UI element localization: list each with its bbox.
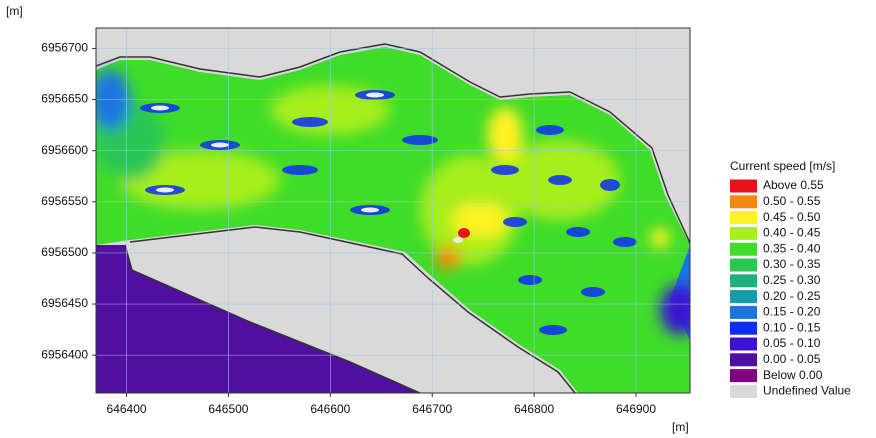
pile [539, 325, 567, 335]
legend-swatch [730, 179, 757, 193]
pile [536, 125, 564, 135]
patch [660, 285, 690, 335]
legend-swatch [730, 290, 757, 304]
y-tick-label: 6956400 [41, 347, 88, 361]
legend-swatch [730, 195, 757, 209]
pile-core [156, 187, 174, 193]
y-tick-label: 6956700 [41, 41, 88, 55]
pile [566, 227, 590, 237]
patch [458, 228, 470, 238]
legend-label: 0.05 - 0.10 [763, 336, 821, 350]
legend-label: 0.15 - 0.20 [763, 305, 821, 319]
legend-swatch [730, 321, 757, 335]
legend-swatch [730, 226, 757, 240]
legend-swatch [730, 242, 757, 256]
patch [96, 70, 130, 130]
y-tick-label: 6956500 [41, 245, 88, 259]
legend-swatch [730, 369, 757, 383]
x-tick-label: 646800 [514, 402, 554, 416]
legend-swatch [730, 337, 757, 351]
patch [650, 228, 670, 248]
legend-swatch [730, 274, 757, 288]
legend-label: 0.50 - 0.55 [763, 194, 821, 208]
pile [581, 287, 605, 297]
patch [120, 150, 280, 210]
pile [402, 135, 438, 145]
y-axis-label: [m] [6, 4, 23, 18]
legend-swatch [730, 384, 757, 398]
patch [436, 246, 460, 270]
pile [282, 165, 318, 175]
y-tick-label: 6956450 [41, 296, 88, 310]
x-axis-label: [m] [672, 420, 689, 434]
legend-label: 0.00 - 0.05 [763, 352, 821, 366]
pile-core [453, 237, 463, 243]
pile-core [366, 92, 384, 98]
legend-label: 0.10 - 0.15 [763, 320, 821, 334]
legend-label: Undefined Value [763, 384, 851, 398]
shore-line [96, 43, 690, 244]
y-tick-label: 6956600 [41, 143, 88, 157]
pile [292, 117, 328, 127]
shore-line [124, 244, 421, 393]
x-tick-label: 646600 [310, 402, 350, 416]
plot-frame [95, 27, 691, 394]
shore-line [129, 226, 576, 393]
x-tick-label: 646900 [616, 402, 656, 416]
pile [518, 275, 542, 285]
pile-core [151, 105, 169, 111]
x-tick-label: 646400 [107, 402, 147, 416]
legend-swatch [730, 353, 757, 367]
legend-label: 0.35 - 0.40 [763, 241, 821, 255]
y-tick-label: 6956650 [41, 92, 88, 106]
patch [487, 107, 523, 163]
pile-core [211, 142, 229, 148]
pile [548, 175, 572, 185]
legend-label: Below 0.00 [763, 368, 823, 382]
pile [491, 165, 519, 175]
pile-core [361, 207, 379, 213]
legend-label: 0.30 - 0.35 [763, 257, 821, 271]
lower-left-area [96, 245, 420, 393]
pile [600, 179, 620, 191]
legend-swatch [730, 258, 757, 272]
legend-label: 0.45 - 0.50 [763, 210, 821, 224]
pile [613, 237, 637, 247]
legend-title: Current speed [m/s] [730, 159, 835, 173]
map [96, 28, 690, 393]
legend-swatch [730, 305, 757, 319]
legend-label: 0.40 - 0.45 [763, 226, 821, 240]
legend-label: 0.20 - 0.25 [763, 289, 821, 303]
legend-label: Above 0.55 [763, 178, 824, 192]
legend-label: 0.25 - 0.30 [763, 273, 821, 287]
y-tick-label: 6956550 [41, 194, 88, 208]
x-tick-label: 646500 [208, 402, 248, 416]
pile [503, 217, 527, 227]
x-tick-label: 646700 [412, 402, 452, 416]
legend-swatch [730, 211, 757, 225]
